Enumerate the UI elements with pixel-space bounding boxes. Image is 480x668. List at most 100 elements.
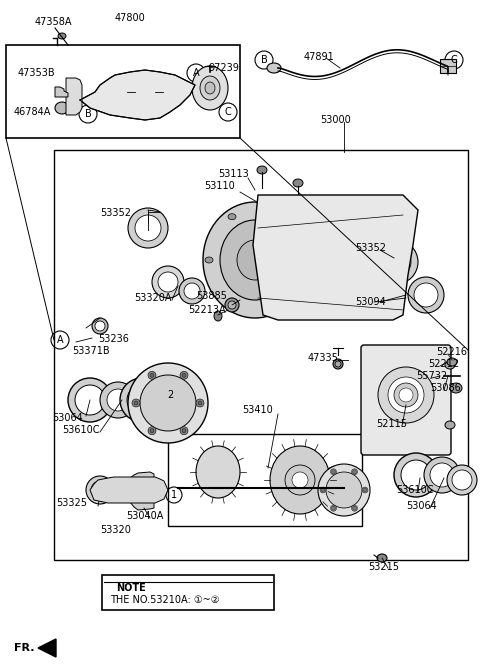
Circle shape (152, 266, 184, 298)
Text: 53320: 53320 (100, 525, 131, 535)
Ellipse shape (228, 214, 236, 220)
Ellipse shape (445, 421, 455, 429)
Text: 53371B: 53371B (72, 346, 109, 356)
Circle shape (107, 389, 129, 411)
Circle shape (150, 373, 154, 377)
Polygon shape (66, 78, 82, 115)
Text: 47353B: 47353B (18, 68, 56, 78)
Text: 53320A: 53320A (134, 293, 171, 303)
Circle shape (180, 371, 188, 379)
Circle shape (430, 463, 454, 487)
Circle shape (132, 399, 140, 407)
Circle shape (321, 488, 325, 492)
Ellipse shape (205, 82, 215, 94)
Circle shape (140, 375, 196, 431)
Text: 53000: 53000 (320, 115, 351, 125)
Text: 47800: 47800 (115, 13, 146, 23)
Circle shape (401, 460, 431, 490)
Bar (54, 150, 468, 560)
Circle shape (408, 277, 444, 313)
Ellipse shape (297, 257, 305, 263)
Bar (440, 59, 456, 73)
Circle shape (134, 401, 138, 405)
Ellipse shape (306, 210, 390, 300)
Bar (6, 45, 240, 138)
Text: 52213A: 52213A (188, 305, 226, 315)
Ellipse shape (220, 220, 290, 300)
Text: 53325: 53325 (56, 498, 87, 508)
Text: 53410: 53410 (242, 405, 273, 415)
Ellipse shape (205, 257, 213, 263)
Text: 53064: 53064 (52, 413, 83, 423)
Text: THE NO.53210A: ①~②: THE NO.53210A: ①~② (110, 595, 219, 605)
Circle shape (332, 506, 336, 510)
Circle shape (394, 453, 438, 497)
Circle shape (374, 240, 418, 284)
Polygon shape (38, 639, 56, 657)
Text: B: B (261, 55, 267, 65)
Circle shape (158, 272, 178, 292)
Text: 2: 2 (167, 390, 173, 400)
Ellipse shape (293, 179, 303, 187)
Text: NOTE: NOTE (116, 583, 146, 593)
Ellipse shape (450, 383, 462, 393)
Ellipse shape (274, 301, 282, 307)
Text: 97239: 97239 (208, 63, 239, 73)
Circle shape (128, 208, 168, 248)
Circle shape (92, 318, 108, 334)
Ellipse shape (196, 446, 240, 498)
FancyBboxPatch shape (361, 345, 451, 455)
Circle shape (225, 298, 239, 312)
Circle shape (100, 382, 136, 418)
Text: 53352: 53352 (355, 243, 386, 253)
Circle shape (320, 487, 326, 493)
Polygon shape (80, 70, 195, 120)
Circle shape (128, 363, 208, 443)
Text: 55732: 55732 (416, 371, 447, 381)
Text: A: A (192, 68, 199, 78)
Circle shape (184, 283, 200, 299)
Circle shape (95, 321, 105, 331)
Circle shape (182, 373, 186, 377)
Circle shape (351, 469, 358, 475)
Ellipse shape (192, 66, 228, 110)
Text: 53610C: 53610C (62, 425, 99, 435)
Circle shape (148, 427, 156, 435)
Polygon shape (55, 87, 68, 97)
Circle shape (351, 505, 358, 511)
Text: 53215: 53215 (368, 562, 399, 572)
Ellipse shape (323, 227, 373, 283)
Text: B: B (84, 109, 91, 119)
Circle shape (399, 388, 413, 402)
Circle shape (333, 359, 343, 369)
Circle shape (285, 465, 315, 495)
Text: 53064: 53064 (406, 501, 437, 511)
Circle shape (381, 247, 411, 277)
Circle shape (335, 361, 341, 367)
Ellipse shape (237, 240, 273, 280)
Ellipse shape (447, 358, 457, 366)
Circle shape (148, 371, 156, 379)
Circle shape (388, 377, 424, 413)
Ellipse shape (274, 214, 282, 220)
Circle shape (135, 215, 161, 241)
Circle shape (196, 399, 204, 407)
Circle shape (352, 470, 357, 474)
Circle shape (452, 470, 472, 490)
Text: 53352: 53352 (100, 208, 131, 218)
Text: 47358A: 47358A (35, 17, 72, 27)
Circle shape (318, 464, 370, 516)
Text: 53236: 53236 (98, 334, 129, 344)
Circle shape (326, 472, 362, 508)
Ellipse shape (55, 102, 69, 114)
Circle shape (198, 401, 202, 405)
Circle shape (424, 457, 460, 493)
Circle shape (120, 378, 164, 422)
Circle shape (378, 367, 434, 423)
Text: 47891: 47891 (304, 52, 335, 62)
Circle shape (447, 465, 477, 495)
Bar (168, 434, 362, 526)
Ellipse shape (127, 76, 163, 108)
Text: 53110: 53110 (204, 181, 235, 191)
Text: 53086: 53086 (430, 383, 461, 393)
